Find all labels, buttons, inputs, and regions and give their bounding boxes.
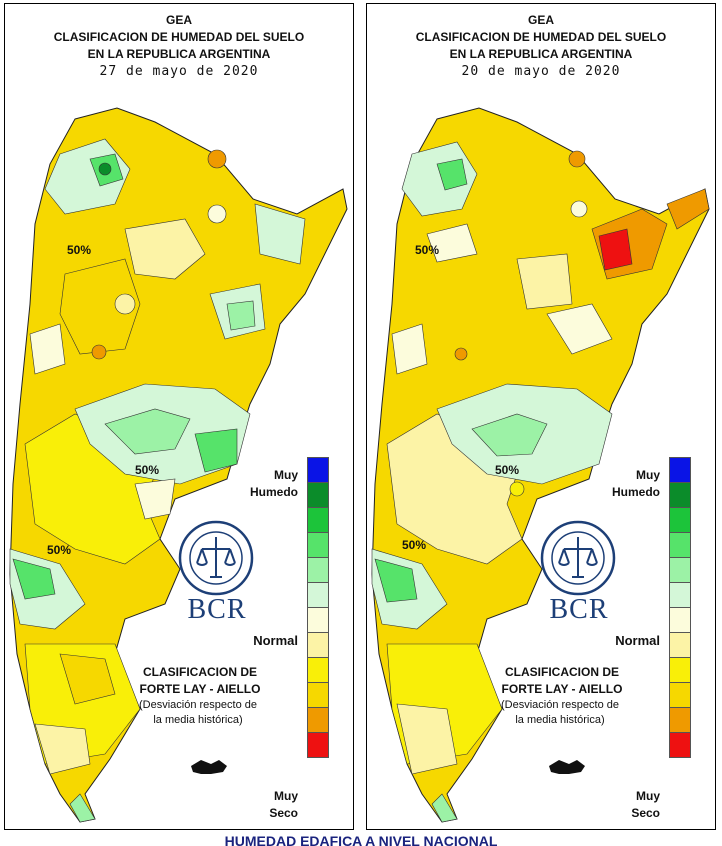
legend-swatch: [307, 457, 329, 483]
legend-swatch: [307, 682, 329, 708]
legend-label-muy: Muy: [636, 468, 660, 482]
header-subtitle: EN LA REPUBLICA ARGENTINA: [449, 47, 633, 61]
classification-subtitle-line2: la media histórica): [153, 714, 243, 726]
map-header: GEA CLASIFICACION DE HUMEDAD DEL SUELO E…: [367, 12, 715, 80]
map-panel-2020-05-20: GEA CLASIFICACION DE HUMEDAD DEL SUELO E…: [366, 3, 716, 830]
legend-label-normal: Normal: [253, 633, 298, 648]
legend-swatch: [307, 532, 329, 558]
argentina-soil-moisture-map: 50% 50% 50%: [9, 107, 348, 823]
legend-label-seco: Seco: [269, 806, 298, 820]
header-agency: GEA: [527, 13, 554, 27]
classification-subtitle-line1: (Desviación respecto de: [138, 699, 257, 711]
legend-color-scale: [307, 457, 329, 758]
legend-swatch: [669, 632, 691, 658]
malvinas-islands: [549, 760, 585, 774]
classification-title-line1: CLASIFICACION DE: [143, 665, 257, 679]
legend-swatch: [669, 582, 691, 608]
moisture-zones: [9, 138, 306, 823]
bcr-logo-text: BCR: [187, 594, 247, 625]
legend-swatch: [669, 732, 691, 758]
bcr-seal-logo: [177, 519, 255, 597]
legend-label-muy-humedo: Muy Humedo: [595, 467, 660, 501]
contour-label: 50%: [402, 538, 426, 552]
legend-label-seco: Seco: [631, 806, 660, 820]
bcr-logo-text: BCR: [549, 594, 609, 625]
header-title: CLASIFICACION DE HUMEDAD DEL SUELO: [415, 30, 667, 44]
legend-label-muy-seco: Muy Seco: [595, 788, 660, 822]
legend-swatch: [669, 532, 691, 558]
moisture-zones: [371, 141, 710, 823]
contour-label: 50%: [47, 543, 71, 557]
header-date: 27 de mayo de 2020: [99, 64, 259, 79]
legend-swatch: [307, 507, 329, 533]
legend-swatch: [307, 557, 329, 583]
legend-label-muy-seco: Muy Seco: [233, 788, 298, 822]
legend-swatch: [307, 632, 329, 658]
legend-label-muy: Muy: [636, 789, 660, 803]
legend-label-normal: Normal: [615, 633, 660, 648]
header-agency: GEA: [165, 13, 192, 27]
contour-label: 50%: [415, 243, 439, 257]
legend-swatch: [307, 732, 329, 758]
legend-swatch: [669, 682, 691, 708]
legend-label-muy: Muy: [274, 468, 298, 482]
legend-label-muy-humedo: Muy Humedo: [233, 467, 298, 501]
classification-subtitle: (Desviación respecto de la media históri…: [113, 698, 283, 728]
legend-color-scale: [669, 457, 691, 758]
argentina-soil-moisture-map: 50% 50% 50%: [371, 107, 710, 823]
legend-swatch: [669, 657, 691, 683]
header-title: CLASIFICACION DE HUMEDAD DEL SUELO: [53, 30, 305, 44]
legend-swatch: [669, 457, 691, 483]
map-panel-2020-05-27: GEA CLASIFICACION DE HUMEDAD DEL SUELO E…: [4, 3, 354, 830]
contour-label: 50%: [135, 463, 159, 477]
classification-subtitle-line1: (Desviación respecto de: [500, 699, 619, 711]
contour-label: 50%: [495, 463, 519, 477]
legend-swatch: [669, 557, 691, 583]
legend-swatch: [307, 582, 329, 608]
classification-title-line1: CLASIFICACION DE: [505, 665, 619, 679]
header-date: 20 de mayo de 2020: [461, 64, 621, 79]
legend-swatch: [307, 607, 329, 633]
legend-swatch: [307, 707, 329, 733]
legend-swatch: [669, 482, 691, 508]
classification-subtitle: (Desviación respecto de la media históri…: [475, 698, 645, 728]
classification-title-line2: FORTE LAY - AIELLO: [139, 682, 261, 696]
classification-title: CLASIFICACION DE FORTE LAY - AIELLO: [115, 664, 285, 698]
legend-swatch: [669, 607, 691, 633]
contour-label: 50%: [67, 243, 91, 257]
legend-label-muy: Muy: [274, 789, 298, 803]
legend-swatch: [669, 507, 691, 533]
bcr-seal-logo: [539, 519, 617, 597]
classification-title-line2: FORTE LAY - AIELLO: [501, 682, 623, 696]
header-subtitle: EN LA REPUBLICA ARGENTINA: [87, 47, 271, 61]
bottom-caption: HUMEDAD EDAFICA A NIVEL NACIONAL: [224, 833, 498, 846]
legend-label-humedo: Humedo: [612, 485, 660, 499]
classification-title: CLASIFICACION DE FORTE LAY - AIELLO: [477, 664, 647, 698]
classification-subtitle-line2: la media histórica): [515, 714, 605, 726]
map-header: GEA CLASIFICACION DE HUMEDAD DEL SUELO E…: [5, 12, 353, 80]
legend-swatch: [669, 707, 691, 733]
legend-swatch: [307, 657, 329, 683]
legend-swatch: [307, 482, 329, 508]
malvinas-islands: [191, 760, 227, 774]
legend-label-humedo: Humedo: [250, 485, 298, 499]
